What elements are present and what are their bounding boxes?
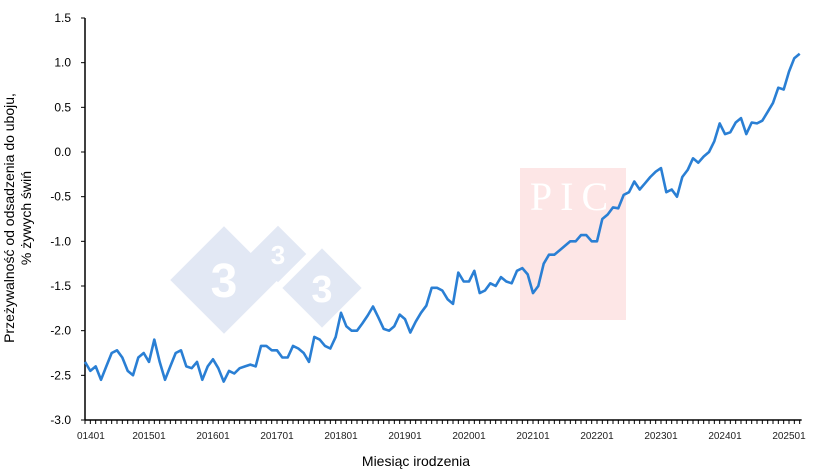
y-tick-label: 0.0 (54, 145, 71, 159)
y-tick-labels: 1.5 1.0 0.5 0.0 -0.5 -1.0 -1.5 -2.0 -2.5 -3.0 (50, 11, 71, 427)
logo-text: 3 (311, 269, 332, 311)
x-tick-label: 202401 (708, 431, 742, 442)
logo-text: 3 (211, 255, 238, 308)
x-axis-label: Miesiąc irodzenia (362, 453, 470, 469)
y-axis-label-line: Przeżywalność od odsadzenia do uboju, (1, 93, 17, 343)
y-tick-label: -2.0 (50, 324, 71, 338)
y-axis-label: Przeżywalność od odsadzenia do uboju, % … (1, 93, 34, 343)
y-tick-label: 1.5 (54, 11, 71, 25)
logo-box (520, 168, 626, 320)
y-tick-label: -1.0 (50, 234, 71, 248)
y-tick-label: -2.5 (50, 368, 71, 382)
logo-diamond (282, 248, 362, 328)
x-tick-label: 01401 (77, 431, 105, 442)
logo-333-watermark: 3 3 3 (170, 225, 362, 334)
y-tick-label: 1.0 (54, 56, 71, 70)
logo-text: 3 (271, 240, 285, 270)
y-tick-label: 0.5 (54, 100, 71, 114)
x-tick-label: 202301 (644, 431, 678, 442)
x-tick-label: 201501 (132, 431, 166, 442)
x-tick-label: 201901 (388, 431, 422, 442)
y-tick-label: -3.0 (50, 413, 71, 427)
y-tick-label: -0.5 (50, 190, 71, 204)
x-tick-label: 202501 (772, 431, 806, 442)
x-tick-label: 201701 (260, 431, 294, 442)
y-axis-label-line: % żywych świń (18, 171, 34, 265)
y-tick-label: -1.5 (50, 279, 71, 293)
x-tick-labels: 01401 201501 201601 201701 201801 201901 20200… (77, 431, 806, 442)
x-tick-label: 202201 (580, 431, 614, 442)
axes (81, 17, 802, 424)
series-line (83, 52, 801, 383)
x-tick-label: 202001 (452, 431, 486, 442)
x-tick-label: 201801 (324, 431, 358, 442)
watermarks: 3 3 3 PIC (170, 168, 626, 334)
x-tick-label: 202101 (516, 431, 550, 442)
logo-pic-watermark: PIC (520, 168, 626, 320)
logo-text: PIC (530, 174, 616, 219)
x-tick-label: 201601 (196, 431, 230, 442)
